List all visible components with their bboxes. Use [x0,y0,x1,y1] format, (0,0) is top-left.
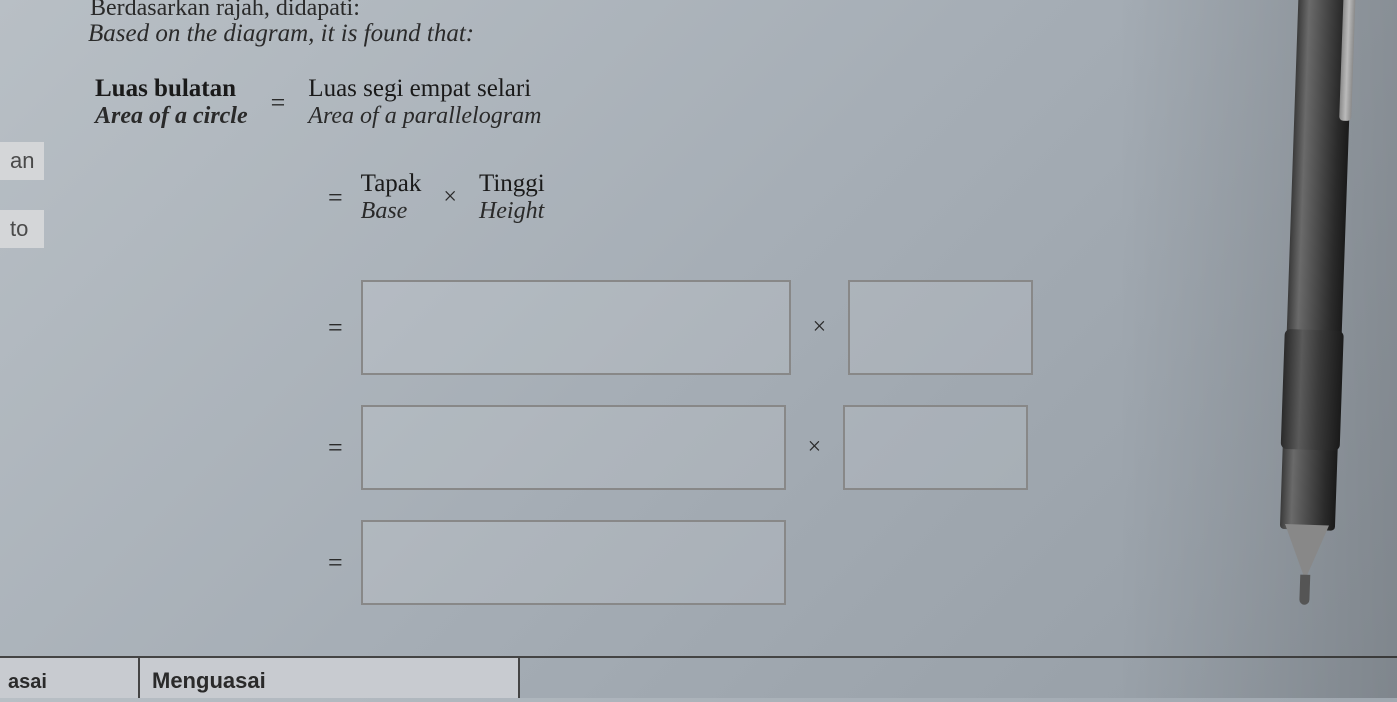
formula-row-1: Luas bulatan Area of a circle = Luas seg… [95,75,541,130]
pen-overlay [1244,0,1390,702]
pen-grip [1281,329,1344,451]
lhs-en: Area of a circle [95,103,248,130]
tinggi-en: Height [479,198,545,225]
rhs-en: Area of a parallelogram [308,103,541,130]
formula-row-2: = Tapak Base × Tinggi Height [320,170,545,225]
answer-box-2b[interactable] [843,405,1028,490]
tapak-block: Tapak Base [361,170,422,225]
equals-sign-5: = [328,548,343,578]
equals-sign-1: = [271,88,286,118]
equals-sign-4: = [328,433,343,463]
answer-row-2: = × [320,405,1028,490]
intro-text-my: Berdasarkan rajah, didapati: [90,0,360,22]
side-label-to: to [0,210,44,248]
rhs-my: Luas segi empat selari [308,75,541,103]
worksheet-page: Berdasarkan rajah, didapati: Based on th… [0,0,1397,698]
pen-clip [1339,0,1357,121]
formula-block: Luas bulatan Area of a circle = Luas seg… [95,75,541,130]
rhs-block: Luas segi empat selari Area of a paralle… [308,75,541,130]
lhs-block: Luas bulatan Area of a circle [95,75,248,130]
equals-sign-2: = [328,183,343,213]
lhs-my: Luas bulatan [95,75,248,103]
answer-row-1: = × [320,280,1033,375]
bottom-bar: asai Menguasai [0,656,1397,698]
answer-box-2a[interactable] [361,405,786,490]
tapak-en: Base [361,198,422,225]
times-sign-3: × [808,434,822,461]
tinggi-block: Tinggi Height [479,170,545,225]
intro-text-en: Based on the diagram, it is found that: [88,20,474,48]
tinggi-my: Tinggi [479,170,545,198]
equals-sign-3: = [328,313,343,343]
pen-tip [1299,575,1310,605]
pen-cone [1283,524,1329,581]
tapak-my: Tapak [361,170,422,198]
answer-box-1a[interactable] [361,280,791,375]
times-sign-1: × [443,184,457,211]
answer-row-3: = [320,520,786,605]
bottom-cell-menguasai: Menguasai [140,658,520,698]
answer-box-1b[interactable] [848,280,1033,375]
times-sign-2: × [813,314,827,341]
answer-box-3[interactable] [361,520,786,605]
bottom-cell-asai: asai [0,658,140,698]
side-label-an: an [0,142,44,180]
side-labels: an to [0,142,44,248]
